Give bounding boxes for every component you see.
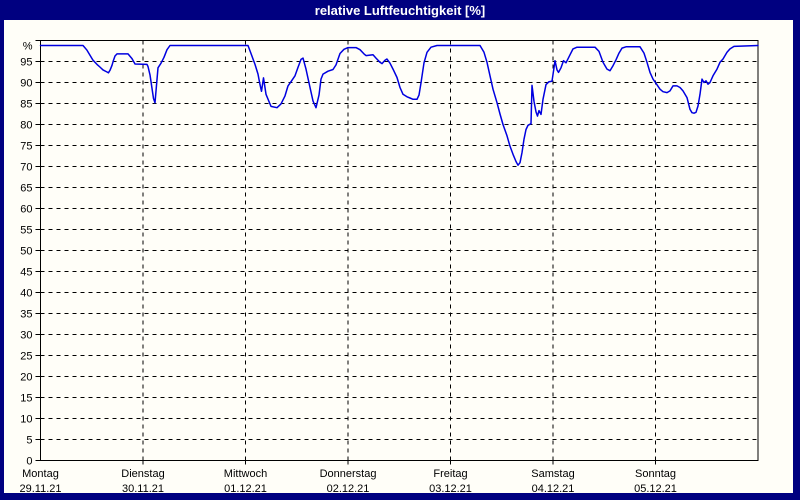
unit-label: % <box>23 41 33 53</box>
y-tick-label: 60 <box>20 204 32 216</box>
y-tick-label: 40 <box>20 288 32 300</box>
y-tick-label: 5 <box>26 435 32 447</box>
chart-panel <box>4 20 793 493</box>
y-tick-label: 45 <box>20 267 32 279</box>
title-bar: relative Luftfeuchtigkeit [%] <box>0 0 800 20</box>
y-tick-label: 20 <box>20 372 32 384</box>
y-tick-label: 90 <box>20 78 32 90</box>
x-day-date-label: 03.12.21 <box>429 483 472 495</box>
x-day-name-label: Mittwoch <box>224 468 267 480</box>
chart-title: relative Luftfeuchtigkeit [%] <box>314 2 486 18</box>
y-tick-label: 70 <box>20 162 32 174</box>
y-tick-label: 85 <box>20 99 32 111</box>
x-day-name-label: Dienstag <box>121 468 164 480</box>
y-tick-label: 80 <box>20 120 32 132</box>
x-day-date-label: 04.12.21 <box>532 483 575 495</box>
x-day-date-label: 01.12.21 <box>224 483 267 495</box>
y-tick-label: 75 <box>20 141 32 153</box>
x-day-date-label: 05.12.21 <box>634 483 677 495</box>
x-day-name-label: Freitag <box>433 468 467 480</box>
x-day-date-label: 02.12.21 <box>327 483 370 495</box>
x-day-name-label: Samstag <box>531 468 574 480</box>
y-tick-label: 55 <box>20 225 32 237</box>
y-tick-label: 15 <box>20 393 32 405</box>
y-tick-label: 50 <box>20 246 32 258</box>
x-day-name-label: Donnerstag <box>320 468 377 480</box>
y-tick-label: 10 <box>20 414 32 426</box>
y-tick-label: 95 <box>20 57 32 69</box>
x-day-name-label: Sonntag <box>635 468 676 480</box>
y-tick-label: 25 <box>20 351 32 363</box>
y-tick-label: 0 <box>26 456 32 468</box>
x-day-name-label: Montag <box>22 468 59 480</box>
humidity-series-line <box>39 44 759 166</box>
x-day-date-label: 29.11.21 <box>19 483 61 495</box>
y-tick-label: 65 <box>20 183 32 195</box>
x-day-date-label: 30.11.21 <box>122 483 164 495</box>
y-tick-label: 35 <box>20 309 32 321</box>
y-tick-label: 30 <box>20 330 32 342</box>
